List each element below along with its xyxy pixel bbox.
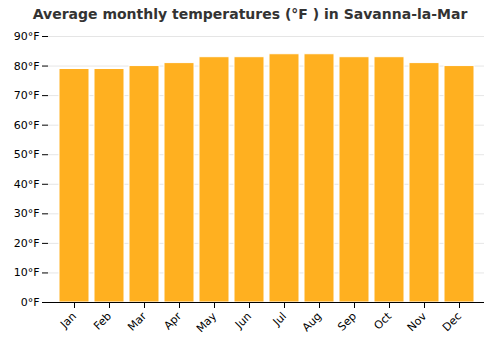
html-text:Average monthly temperatures (: Average monthly temperatures (°F ) in Sa…	[32, 6, 468, 22]
svg-text:Feb: Feb	[91, 310, 114, 333]
svg-text:40°F: 40°F	[14, 178, 40, 191]
svg-text:70°F: 70°F	[14, 89, 40, 102]
svg-text:Sep: Sep	[335, 310, 359, 334]
svg-text:Jul: Jul	[270, 310, 289, 329]
svg-text:50°F: 50°F	[14, 148, 40, 161]
svg-text:10°F: 10°F	[14, 266, 40, 279]
svg-text:Mar: Mar	[125, 309, 149, 333]
svg-text:60°F: 60°F	[14, 119, 40, 132]
svg-text:May: May	[194, 309, 220, 335]
svg-text:Jan: Jan	[57, 310, 79, 332]
svg-text:Dec: Dec	[440, 310, 464, 334]
svg-text:Jun: Jun	[232, 310, 254, 332]
svg-text:90°F: 90°F	[14, 30, 40, 43]
svg-text:0°F: 0°F	[21, 296, 40, 309]
svg-text:Nov: Nov	[405, 309, 430, 334]
svg-text:Apr: Apr	[161, 309, 184, 332]
svg-text:20°F: 20°F	[14, 237, 40, 250]
svg-text:Oct: Oct	[371, 309, 394, 332]
svg-text:Aug: Aug	[300, 310, 324, 334]
svg-text:80°F: 80°F	[14, 60, 40, 73]
svg-text:30°F: 30°F	[14, 207, 40, 220]
